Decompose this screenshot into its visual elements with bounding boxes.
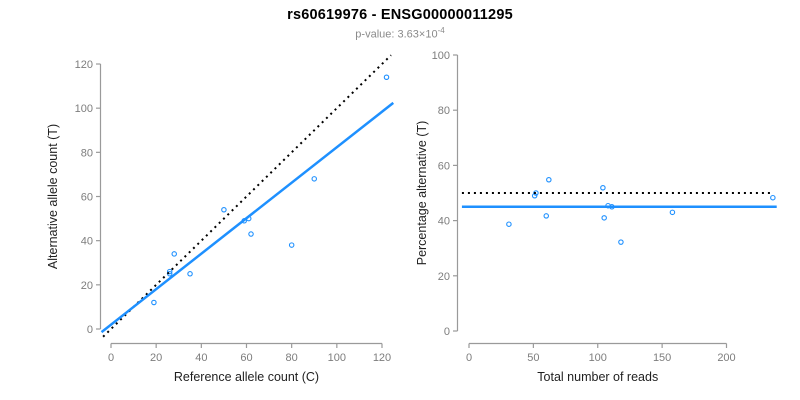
x-axis-title: Reference allele count (C): [174, 370, 319, 384]
x-tick-label: 150: [653, 352, 671, 364]
data-point-marker: [248, 231, 254, 237]
y-tick-label: 120: [75, 59, 93, 71]
x-tick-label: 100: [328, 352, 346, 364]
y-tick-label: 80: [438, 105, 450, 117]
data-point-marker: [171, 251, 177, 257]
x-tick-label: 50: [527, 352, 539, 364]
data-point-marker: [383, 74, 390, 81]
data-point-marker: [618, 239, 624, 245]
data-point-marker: [533, 190, 539, 196]
data-point-marker: [546, 177, 552, 183]
identity-dotted-line: [102, 54, 392, 338]
data-point-marker: [506, 221, 512, 227]
plot-allele-counts: 0 20 40 60 80 100 120 0 20 40 60 80 100 120 Reference …: [46, 54, 395, 384]
data-point-marker: [669, 209, 676, 216]
x-tick-label: 120: [373, 352, 391, 364]
regression-fit-line: [100, 101, 395, 334]
x-tick-label: 20: [150, 352, 162, 364]
data-point-marker: [311, 176, 317, 182]
y-tick-label: 20: [438, 271, 450, 283]
y-tick-label: 40: [438, 216, 450, 228]
x-tick-label: 100: [589, 352, 607, 364]
figure-subtitle: p-value: 3.63×10-4: [0, 26, 800, 41]
y-tick-label: 100: [432, 50, 450, 62]
data-point-marker: [166, 268, 173, 275]
data-point-marker: [601, 215, 607, 221]
y-tick-label: 60: [438, 160, 450, 172]
p-value-exponent: -4: [437, 26, 445, 35]
x-tick-label: 200: [717, 352, 735, 364]
data-point-marker: [288, 242, 295, 248]
y-tick-label: 20: [81, 280, 93, 292]
y-tick-label: 100: [75, 103, 93, 115]
x-tick-label: 60: [240, 352, 252, 364]
y-tick-label: 40: [81, 236, 93, 248]
figure-title: rs60619976 - ENSG00000011295: [287, 7, 513, 23]
data-point-marker: [221, 207, 227, 213]
plot-percentage-alternative: 0 50 100 150 200 0 20 40 60 80 100 Total number of …: [415, 50, 777, 384]
y-tick-label: 0: [444, 326, 450, 338]
data-point-marker: [770, 194, 776, 201]
data-point-marker: [151, 299, 157, 306]
x-tick-label: 0: [108, 352, 114, 364]
y-axis-title: Percentage alternative (T): [415, 121, 429, 266]
x-tick-label: 0: [466, 352, 472, 364]
y-tick-label: 0: [87, 324, 93, 336]
data-point-marker: [543, 213, 549, 219]
y-axis-title: Alternative allele count (T): [46, 124, 60, 269]
x-tick-label: 40: [195, 352, 207, 364]
data-point-marker: [600, 185, 606, 191]
x-axis-title: Total number of reads: [537, 370, 658, 384]
p-value-text: p-value: 3.63×10: [355, 28, 438, 41]
x-tick-label: 80: [286, 352, 298, 364]
y-tick-label: 60: [81, 192, 93, 204]
data-point-marker: [187, 271, 193, 277]
y-tick-label: 80: [81, 147, 93, 159]
